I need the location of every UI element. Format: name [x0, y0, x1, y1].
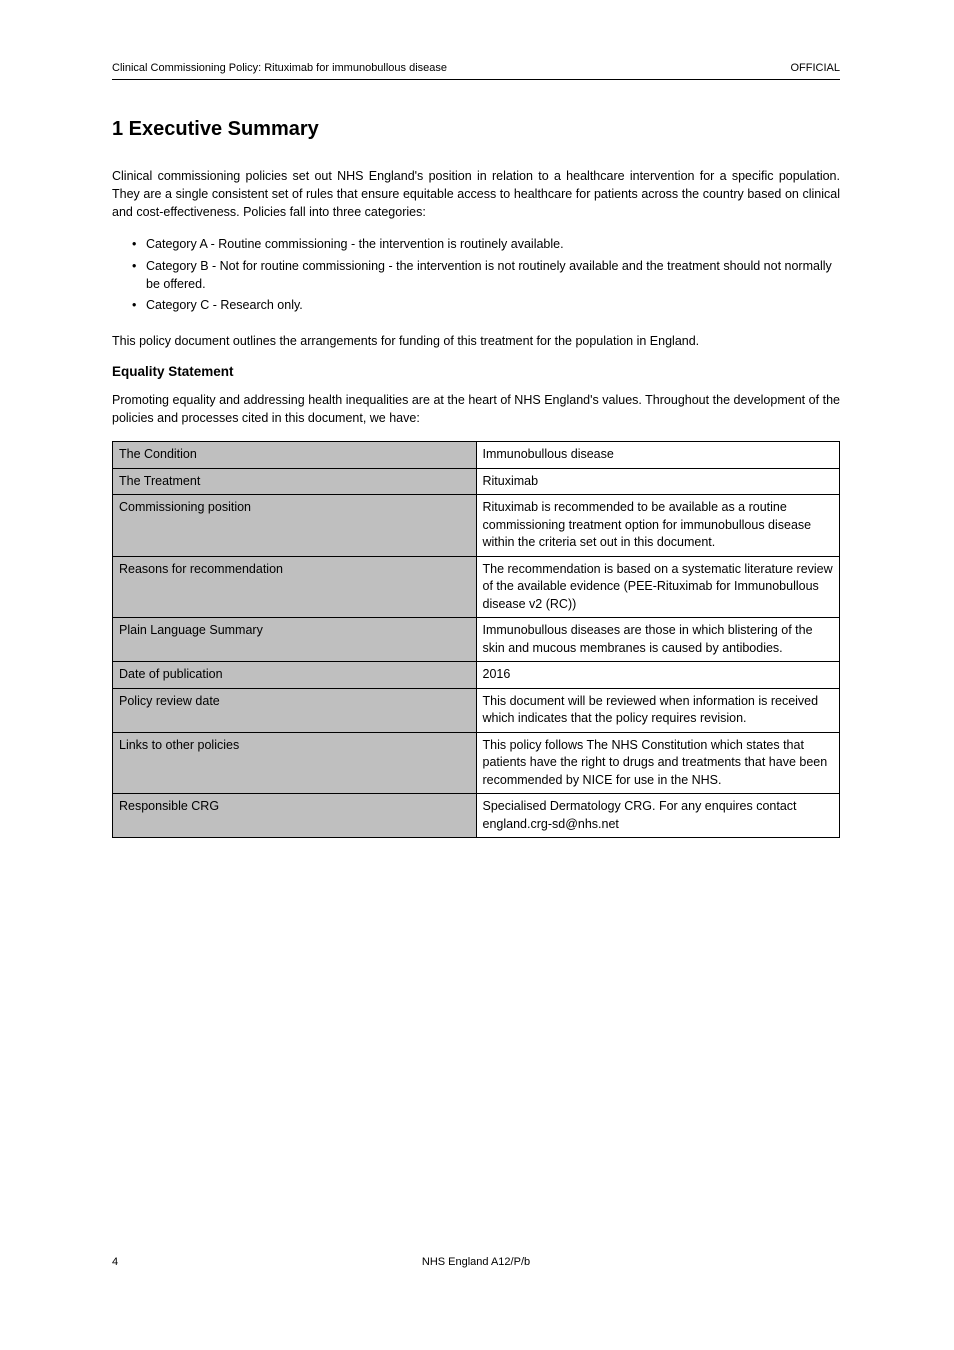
cell-value: The recommendation is based on a systema… — [476, 556, 840, 618]
cell-label: Reasons for recommendation — [113, 556, 477, 618]
summary-table: The Condition Immunobullous disease The … — [112, 441, 840, 838]
cell-value: Rituximab — [476, 468, 840, 495]
cell-value: Immunobullous disease — [476, 442, 840, 469]
equality-heading: Equality Statement — [112, 364, 840, 379]
cell-label: Commissioning position — [113, 495, 477, 557]
table-row: Plain Language Summary Immunobullous dis… — [113, 618, 840, 662]
table-row: The Treatment Rituximab — [113, 468, 840, 495]
cell-value: This policy follows The NHS Constitution… — [476, 732, 840, 794]
table-row: Responsible CRG Specialised Dermatology … — [113, 794, 840, 838]
table-row: Links to other policies This policy foll… — [113, 732, 840, 794]
list-item: Category A - Routine commissioning - the… — [112, 235, 840, 253]
cell-label: Responsible CRG — [113, 794, 477, 838]
cell-label: The Treatment — [113, 468, 477, 495]
section-title: 1 Executive Summary — [112, 118, 840, 141]
cell-value: This document will be reviewed when info… — [476, 688, 840, 732]
running-header: Clinical Commissioning Policy: Rituximab… — [112, 62, 840, 80]
table-row: Date of publication 2016 — [113, 662, 840, 689]
cell-label: Policy review date — [113, 688, 477, 732]
main-content: 1 Executive Summary Clinical commissioni… — [112, 118, 840, 838]
body-paragraph: This policy document outlines the arrang… — [112, 332, 840, 350]
list-item: Category B - Not for routine commissioni… — [112, 257, 840, 293]
cell-label: Links to other policies — [113, 732, 477, 794]
page-content-area: Clinical Commissioning Policy: Rituximab… — [112, 62, 840, 838]
cell-value: Rituximab is recommended to be available… — [476, 495, 840, 557]
header-classification: OFFICIAL — [790, 62, 840, 74]
equality-paragraph: Promoting equality and addressing health… — [112, 391, 840, 427]
footer-reference: NHS England A12/P/b — [112, 1256, 840, 1268]
table-row: Policy review date This document will be… — [113, 688, 840, 732]
header-doc-title: Clinical Commissioning Policy: Rituximab… — [112, 62, 447, 74]
table-row: Reasons for recommendation The recommend… — [113, 556, 840, 618]
category-list: Category A - Routine commissioning - the… — [112, 235, 840, 314]
cell-label: Date of publication — [113, 662, 477, 689]
intro-paragraph: Clinical commissioning policies set out … — [112, 167, 840, 221]
table-row: Commissioning position Rituximab is reco… — [113, 495, 840, 557]
cell-value: Specialised Dermatology CRG. For any enq… — [476, 794, 840, 838]
cell-label: Plain Language Summary — [113, 618, 477, 662]
list-item: Category C - Research only. — [112, 296, 840, 314]
cell-value: Immunobullous diseases are those in whic… — [476, 618, 840, 662]
cell-label: The Condition — [113, 442, 477, 469]
cell-value: 2016 — [476, 662, 840, 689]
table-row: The Condition Immunobullous disease — [113, 442, 840, 469]
